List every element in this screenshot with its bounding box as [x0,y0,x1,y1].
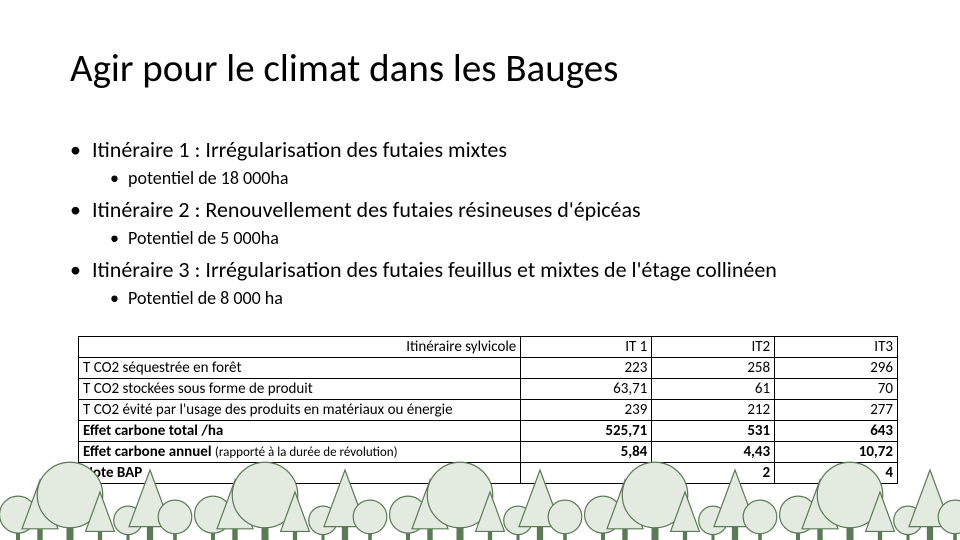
table-row-label: T CO2 séquestrée en forêt [79,358,521,379]
tree-conifer-icon [671,492,700,540]
data-table: Itinéraire sylvicoleIT 1IT2IT3T CO2 séqu… [78,336,898,484]
table-cell: 643 [775,421,898,442]
tree-round-icon [158,500,192,540]
table-row: Note BAP324 [79,463,898,484]
table-header-label: Itinéraire sylvicole [79,337,521,358]
table-header-col: IT2 [652,337,775,358]
table-row: T CO2 stockées sous forme de produit63,7… [79,379,898,400]
table-row-label: Note BAP [79,463,521,484]
table-row: Effet carbone annuel (rapporté à la duré… [79,442,898,463]
table-row: T CO2 séquestrée en forêt223258296 [79,358,898,379]
tree-round-icon [0,496,36,540]
tree-conifer-icon [22,480,58,540]
tree-round-icon [114,506,143,540]
tree-conifer-icon [476,492,505,540]
table-cell: 2 [652,463,775,484]
bullet-level-1: Itinéraire 1 : Irrégularisation des futa… [70,136,910,165]
tree-conifer-icon [86,492,115,540]
tree-round-icon [195,496,232,540]
tree-round-icon [585,496,622,540]
tree-round-icon [938,500,960,540]
bullet-level-1: Itinéraire 2 : Renouvellement des futaie… [70,196,910,225]
table-cell: 4,43 [652,442,775,463]
table-row: T CO2 évité par l'usage des produits en … [79,400,898,421]
table-header-col: IT3 [775,337,898,358]
table-row-label: Effet carbone total /ha [79,421,521,442]
table-row-label: T CO2 évité par l'usage des produits en … [79,400,521,421]
table-cell: 277 [775,400,898,421]
table-cell: 296 [775,358,898,379]
tree-round-icon [309,506,338,540]
data-table-wrap: Itinéraire sylvicoleIT 1IT2IT3T CO2 séqu… [78,336,898,484]
table-cell: 63,71 [521,379,652,400]
tree-conifer-icon [909,470,951,540]
bullet-level-1: Itinéraire 3 : Irrégularisation des futa… [70,256,910,285]
tree-round-icon [504,506,533,540]
table-header-col: IT 1 [521,337,652,358]
bullet-level-2: potentiel de 18 000ha [70,167,910,190]
table-cell: 5,84 [521,442,652,463]
bullet-level-2: Potentiel de 8 000 ha [70,287,910,310]
table-cell: 4 [775,463,898,484]
table-cell: 258 [652,358,775,379]
tree-conifer-icon [866,492,895,540]
tree-conifer-icon [802,480,838,540]
tree-conifer-icon [281,492,310,540]
bullet-level-2: Potentiel de 5 000ha [70,227,910,250]
table-row-label: Effet carbone annuel (rapporté à la duré… [79,442,521,463]
bullet-list: Itinéraire 1 : Irrégularisation des futa… [70,130,910,310]
table-cell: 239 [521,400,652,421]
table-cell: 70 [775,379,898,400]
tree-round-icon [780,496,817,540]
tree-conifer-icon [412,480,448,540]
tree-round-icon [699,506,728,540]
table-cell: 525,71 [521,421,652,442]
tree-round-icon [548,500,582,540]
tree-conifer-icon [217,480,253,540]
tree-round-icon [894,506,923,540]
table-cell: 223 [521,358,652,379]
tree-conifer-icon [607,480,643,540]
tree-round-icon [390,496,427,540]
table-row-label: T CO2 stockées sous forme de produit [79,379,521,400]
table-cell: 61 [652,379,775,400]
slide-title: Agir pour le climat dans les Bauges [70,48,618,91]
table-cell: 212 [652,400,775,421]
table-cell: 10,72 [775,442,898,463]
tree-round-icon [353,500,387,540]
table-cell: 3 [521,463,652,484]
table-row: Effet carbone total /ha525,71531643 [79,421,898,442]
table-cell: 531 [652,421,775,442]
tree-round-icon [743,500,777,540]
